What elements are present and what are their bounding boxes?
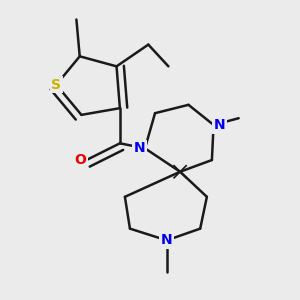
Text: O: O <box>75 153 86 167</box>
Text: N: N <box>134 141 145 155</box>
Text: N: N <box>214 118 225 132</box>
Text: N: N <box>161 233 172 247</box>
Text: S: S <box>51 78 61 92</box>
